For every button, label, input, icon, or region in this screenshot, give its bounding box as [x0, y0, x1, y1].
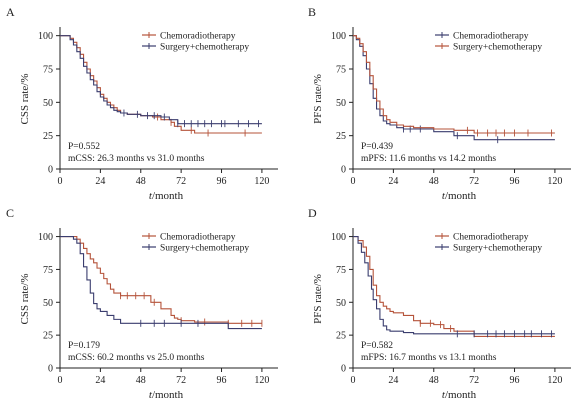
x-axis-label: t/month [442, 389, 477, 401]
x-tick-label: 96 [510, 375, 520, 386]
y-axis-label: CSS rate/% [19, 273, 31, 324]
panel-label: A [6, 5, 15, 19]
x-tick-label: 96 [510, 176, 520, 187]
x-tick-label: 96 [217, 176, 227, 187]
y-tick-label: 75 [336, 65, 346, 76]
x-axis-label-unit: /month [445, 389, 477, 401]
panel-b: B 0 25 50 75 100 0 24 48 72 96 120 t/month PFS rate/%… [308, 5, 571, 202]
x-tick-label: 120 [254, 375, 269, 386]
y-tick-label: 25 [43, 331, 53, 342]
x-axis-label: t/month [442, 190, 477, 202]
legend-label: Chemoradiotherapy [453, 32, 529, 42]
x-tick-label: 0 [351, 176, 356, 187]
series-line-2 [60, 35, 262, 125]
panel-a: A 0 25 50 75 100 0 24 48 72 96 120 t/month CSS rate/%… [6, 5, 278, 202]
y-tick-label: 75 [43, 265, 53, 276]
series-line-2 [353, 236, 555, 335]
panel-label: D [308, 206, 317, 220]
x-tick-label: 72 [469, 375, 479, 386]
x-tick-label: 24 [95, 375, 105, 386]
y-tick-label: 75 [336, 265, 346, 276]
series-line-1 [60, 236, 262, 324]
x-tick-label: 24 [388, 375, 398, 386]
x-tick-label: 120 [547, 375, 562, 386]
y-tick-label: 0 [48, 364, 53, 375]
x-axis-label-variable: t [442, 190, 446, 202]
y-axis-label: PFS rate/% [312, 74, 324, 124]
x-tick-label: 48 [429, 375, 439, 386]
x-tick-label: 72 [176, 375, 186, 386]
x-tick-label: 72 [176, 176, 186, 187]
panel-label: B [308, 5, 316, 19]
x-axis-label-unit: /month [445, 190, 477, 202]
y-axis-label: PFS rate/% [312, 274, 324, 324]
y-tick-label: 25 [336, 131, 346, 142]
p-value-annotation: P=0.439 [361, 142, 393, 152]
legend-label: Surgery+chemotherapy [453, 244, 542, 254]
median-annotation: mCSS: 26.3 months vs 31.0 months [68, 154, 205, 164]
y-tick-label: 0 [48, 165, 53, 176]
x-axis-label-unit: /month [152, 389, 184, 401]
x-axis-label-unit: /month [152, 190, 184, 202]
x-tick-label: 120 [254, 176, 269, 187]
y-tick-label: 50 [336, 298, 346, 309]
legend-label: Surgery+chemotherapy [453, 43, 542, 53]
x-tick-label: 24 [388, 176, 398, 187]
series-line-1 [353, 236, 555, 338]
median-annotation: mPFS: 11.6 months vs 14.2 months [361, 154, 496, 164]
x-tick-label: 0 [58, 176, 63, 187]
x-tick-label: 96 [217, 375, 227, 386]
x-tick-label: 48 [136, 176, 146, 187]
panel-label: C [6, 206, 14, 220]
x-tick-label: 24 [95, 176, 105, 187]
legend-label: Surgery+chemotherapy [160, 244, 249, 254]
legend-label: Surgery+chemotherapy [160, 43, 249, 53]
x-tick-label: 0 [58, 375, 63, 386]
panel-c: C 0 25 50 75 100 0 24 48 72 96 120 t/month CSS rate/%… [6, 206, 278, 401]
y-tick-label: 50 [336, 98, 346, 109]
y-tick-label: 75 [43, 65, 53, 76]
x-axis-label-variable: t [442, 389, 446, 401]
y-tick-label: 0 [341, 165, 346, 176]
x-axis-label-variable: t [149, 190, 153, 202]
y-tick-label: 100 [38, 31, 53, 42]
p-value-annotation: P=0.552 [68, 142, 100, 152]
y-tick-label: 100 [331, 31, 346, 42]
legend-label: Chemoradiotherapy [160, 233, 236, 243]
legend-label: Chemoradiotherapy [160, 32, 236, 42]
series-line-2 [60, 236, 262, 330]
y-tick-label: 25 [43, 131, 53, 142]
median-annotation: mCSS: 60.2 months vs 25.0 months [68, 353, 205, 363]
x-axis-label: t/month [149, 389, 184, 401]
x-tick-label: 0 [351, 375, 356, 386]
y-tick-label: 25 [336, 331, 346, 342]
y-tick-label: 100 [38, 232, 53, 243]
y-tick-label: 50 [43, 298, 53, 309]
panel-d: D 0 25 50 75 100 0 24 48 72 96 120 t/month PFS rate/%… [308, 206, 571, 401]
legend-label: Chemoradiotherapy [453, 233, 529, 243]
p-value-annotation: P=0.582 [361, 341, 393, 351]
p-value-annotation: P=0.179 [68, 341, 100, 351]
x-tick-label: 48 [429, 176, 439, 187]
y-tick-label: 0 [341, 364, 346, 375]
x-tick-label: 72 [469, 176, 479, 187]
x-axis-label-variable: t [149, 389, 153, 401]
x-tick-label: 120 [547, 176, 562, 187]
y-axis-label: CSS rate/% [19, 73, 31, 124]
series-line-2 [353, 35, 555, 134]
x-axis-label: t/month [149, 190, 184, 202]
x-tick-label: 48 [136, 375, 146, 386]
y-tick-label: 50 [43, 98, 53, 109]
median-annotation: mFPS: 16.7 months vs 13.1 months [361, 353, 497, 363]
y-tick-label: 100 [331, 232, 346, 243]
